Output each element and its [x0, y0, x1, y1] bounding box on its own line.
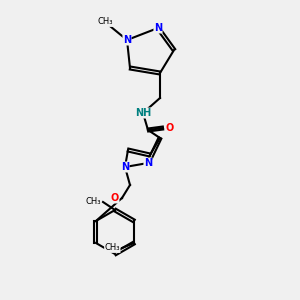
Text: CH₃: CH₃ — [105, 244, 120, 253]
Text: N: N — [121, 162, 129, 172]
Text: O: O — [111, 193, 119, 203]
Text: CH₃: CH₃ — [85, 197, 101, 206]
Text: N: N — [154, 23, 162, 33]
Text: CH₃: CH₃ — [97, 17, 113, 26]
Text: N: N — [144, 158, 152, 168]
Text: O: O — [166, 123, 174, 133]
Text: N: N — [123, 35, 131, 45]
Text: NH: NH — [135, 108, 151, 118]
